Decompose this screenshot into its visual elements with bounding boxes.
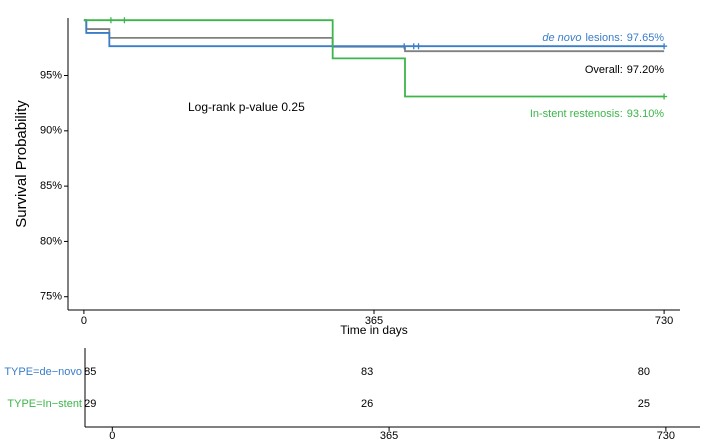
censor-mark [661,93,668,100]
series-value-label: 97.20% [627,64,665,76]
censor-mark [661,43,668,50]
y-tick-label: 80% [40,235,62,247]
series-label-text: lesions: [585,32,622,44]
series-label-italic: de novo [542,32,581,44]
y-axis-label: Survival Probability [13,100,30,228]
series-label-text: Overall: [585,64,623,76]
series-label: Overall: 97.20% [585,64,664,76]
survival-curve [83,19,665,98]
y-tick-label: 85% [40,180,62,192]
x-tick-label: 365 [365,315,383,327]
series-label-text: In-stent restenosis: [530,108,623,120]
censor-mark [107,17,114,24]
risk-count: 80 [638,366,650,378]
y-tick-label: 90% [40,125,62,137]
annotation: Log-rank p-value 0.25 [188,100,305,114]
series-label: In-stent restenosis: 93.10% [530,108,664,120]
x-tick-label: 730 [655,315,673,327]
x-axis-label: Time in days [340,323,408,337]
censor-mark [415,43,422,50]
risk-count: 83 [361,366,373,378]
series-label: de novo lesions: 97.65% [542,32,664,44]
y-tick-label: 95% [40,69,62,81]
series-value-label: 97.65% [627,32,665,44]
risk-count: 85 [84,366,96,378]
censor-mark [121,17,128,24]
censor-mark [401,43,408,50]
risk-count: 26 [361,398,373,410]
risk-row-label: TYPE=In−stent [7,398,82,410]
series-value-label: 93.10% [627,108,665,120]
risk-count: 29 [84,398,96,410]
y-tick-label: 75% [40,291,62,303]
risk-x-tick-label: 0 [109,430,115,440]
risk-x-tick-label: 365 [380,430,398,440]
x-tick-label: 0 [81,315,87,327]
risk-count: 25 [638,398,650,410]
risk-row-label: TYPE=de−novo [4,366,82,378]
risk-x-tick-label: 730 [657,430,675,440]
